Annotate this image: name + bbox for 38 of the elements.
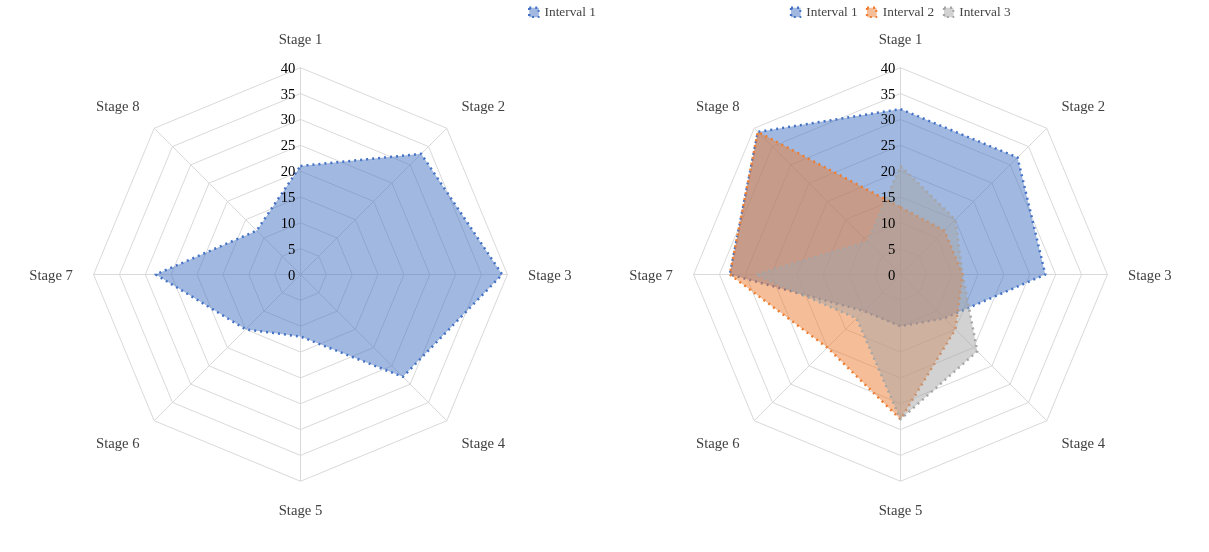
spoke-label: Stage 2 [1061,97,1105,114]
spoke-label: Stage 8 [696,97,740,114]
spoke-label: Stage 3 [1128,266,1172,283]
y-tick-label: 30 [880,111,896,128]
spoke-label: Stage 3 [528,266,572,283]
spoke-label: Stage 8 [96,97,140,114]
spoke-label: Stage 7 [29,266,73,283]
y-tick-label: 0 [288,266,296,283]
y-tick-label: 20 [280,163,296,180]
y-tick-label: 15 [280,188,296,205]
legend-label: Interval 2 [882,4,935,20]
spoke-label: Stage 4 [1061,435,1106,452]
y-tick-label: 0 [888,266,896,283]
y-tick-label: 5 [888,240,896,257]
legend-label: Interval 3 [959,4,1011,20]
y-tick-label: 40 [280,59,296,76]
y-tick-label: 20 [880,163,896,180]
y-tick-label: 35 [880,85,896,102]
legend-label: Interval 1 [806,4,858,20]
y-tick-label: 5 [288,240,296,257]
y-tick-label: 30 [280,111,296,128]
spoke-label: Stage 4 [461,435,506,452]
spoke-label: Stage 6 [696,435,740,452]
y-tick-label: 25 [880,137,896,154]
spoke-label: Stage 6 [96,435,140,452]
spoke-label: Stage 2 [461,97,505,114]
legend-label: Interval 1 [544,4,596,20]
spoke-label: Stage 1 [878,31,923,48]
y-tick-label: 10 [280,214,296,231]
spoke-label: Stage 5 [278,501,323,518]
y-tick-label: 10 [880,214,896,231]
y-tick-label: 15 [880,188,896,205]
y-tick-label: 35 [280,85,296,102]
y-tick-label: 25 [280,137,296,154]
spoke-label: Stage 7 [629,266,673,283]
spoke-label: Stage 5 [878,501,923,518]
y-tick-label: 40 [880,59,896,76]
spoke-label: Stage 1 [278,31,323,48]
